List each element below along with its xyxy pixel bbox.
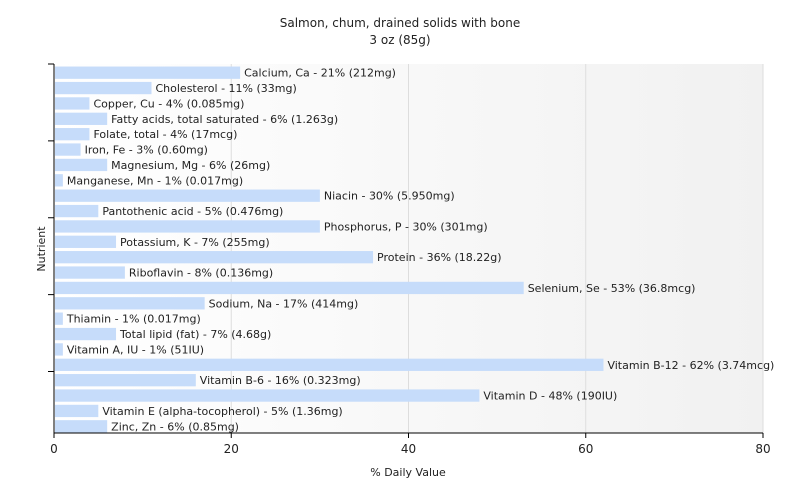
chart-title: Salmon, chum, drained solids with bone bbox=[280, 16, 521, 30]
y-axis-title: Nutrient bbox=[35, 226, 48, 272]
bar-labels-group: Calcium, Ca - 21% (212mg) Cholesterol - 1… bbox=[66, 67, 774, 434]
bar-label-vitamin-b-12: Vitamin B-12 - 62% (3.74mcg) bbox=[607, 359, 774, 372]
bar-label-niacin: Niacin - 30% (5.950mg) bbox=[324, 190, 455, 203]
x-tick-label-20: 20 bbox=[224, 442, 239, 456]
x-axis-title: % Daily Value bbox=[370, 466, 446, 479]
bar-label-zinc-zn: Zinc, Zn - 6% (0.85mg) bbox=[111, 420, 239, 433]
bar-label-copper-cu: Copper, Cu - 4% (0.085mg) bbox=[93, 97, 244, 110]
bar-vitamin-a-iu bbox=[55, 343, 63, 356]
bar-copper-cu bbox=[55, 97, 90, 110]
bar-label-selenium-se: Selenium, Se - 53% (36.8mcg) bbox=[528, 282, 696, 295]
bar-label-manganese-mn: Manganese, Mn - 1% (0.017mg) bbox=[67, 174, 243, 187]
bar-calcium-ca bbox=[55, 66, 241, 79]
bar-fatty-acids-total-saturated bbox=[55, 112, 108, 125]
grid-lines bbox=[230, 64, 764, 433]
bar-folate-total bbox=[55, 128, 90, 141]
bar-phosphorus-p bbox=[55, 220, 320, 233]
bar-label-magnesium-mg: Magnesium, Mg - 6% (26mg) bbox=[111, 159, 270, 172]
bar-label-vitamin-b-6: Vitamin B-6 - 16% (0.323mg) bbox=[200, 374, 361, 387]
axes-group bbox=[48, 63, 764, 438]
bar-cholesterol bbox=[55, 81, 152, 95]
bar-label-calcium-ca: Calcium, Ca - 21% (212mg) bbox=[244, 67, 396, 80]
chart-subtitle: 3 oz (85g) bbox=[369, 33, 430, 47]
bars-group bbox=[55, 66, 604, 433]
bar-thiamin bbox=[55, 312, 63, 325]
bar-label-iron-fe: Iron, Fe - 3% (0.60mg) bbox=[85, 144, 208, 157]
bar-vitamin-d bbox=[55, 389, 480, 402]
bar-potassium-k bbox=[55, 235, 117, 248]
bar-vitamin-e-alpha-tocopherol bbox=[55, 404, 99, 418]
bar-label-pantothenic-acid: Pantothenic acid - 5% (0.476mg) bbox=[102, 205, 283, 218]
bar-manganese-mn bbox=[55, 174, 63, 187]
bar-iron-fe bbox=[55, 143, 81, 156]
bar-vitamin-b-6 bbox=[55, 374, 196, 387]
bar-protein bbox=[55, 251, 374, 264]
bar-sodium-na bbox=[55, 297, 205, 310]
bar-label-phosphorus-p: Phosphorus, P - 30% (301mg) bbox=[324, 220, 488, 233]
bar-riboflavin bbox=[55, 266, 125, 279]
bar-label-protein: Protein - 36% (18.22g) bbox=[377, 251, 502, 264]
x-tick-label-0: 0 bbox=[50, 442, 58, 456]
bar-niacin bbox=[55, 189, 320, 202]
x-tick-label-80: 80 bbox=[755, 442, 770, 456]
bar-total-lipid-fat bbox=[55, 327, 117, 341]
x-tick-labels: 0 20 40 60 80 bbox=[50, 442, 770, 456]
bar-label-thiamin: Thiamin - 1% (0.017mg) bbox=[66, 313, 201, 326]
bar-magnesium-mg bbox=[55, 158, 108, 172]
bar-selenium-se bbox=[55, 281, 524, 295]
bar-label-vitamin-e-alpha-tocopherol: Vitamin E (alpha-tocopherol) - 5% (1.36m… bbox=[102, 405, 342, 418]
bar-label-riboflavin: Riboflavin - 8% (0.136mg) bbox=[129, 267, 273, 280]
x-tick-label-60: 60 bbox=[578, 442, 593, 456]
bar-label-folate-total: Folate, total - 4% (17mcg) bbox=[93, 128, 237, 141]
bar-label-fatty-acids-total-saturated: Fatty acids, total saturated - 6% (1.263… bbox=[111, 113, 338, 126]
bar-label-vitamin-d: Vitamin D - 48% (190IU) bbox=[483, 390, 617, 403]
x-tick-label-40: 40 bbox=[401, 442, 416, 456]
bar-label-vitamin-a-iu: Vitamin A, IU - 1% (51IU) bbox=[67, 343, 204, 356]
bar-vitamin-b-12 bbox=[55, 358, 604, 371]
bar-zinc-zn bbox=[55, 420, 108, 433]
bar-label-sodium-na: Sodium, Na - 17% (414mg) bbox=[209, 297, 359, 310]
bar-label-potassium-k: Potassium, K - 7% (255mg) bbox=[120, 236, 270, 249]
bar-label-cholesterol: Cholesterol - 11% (33mg) bbox=[155, 82, 296, 95]
bar-label-total-lipid-fat: Total lipid (fat) - 7% (4.68g) bbox=[119, 328, 271, 341]
bar-pantothenic-acid bbox=[55, 204, 99, 218]
